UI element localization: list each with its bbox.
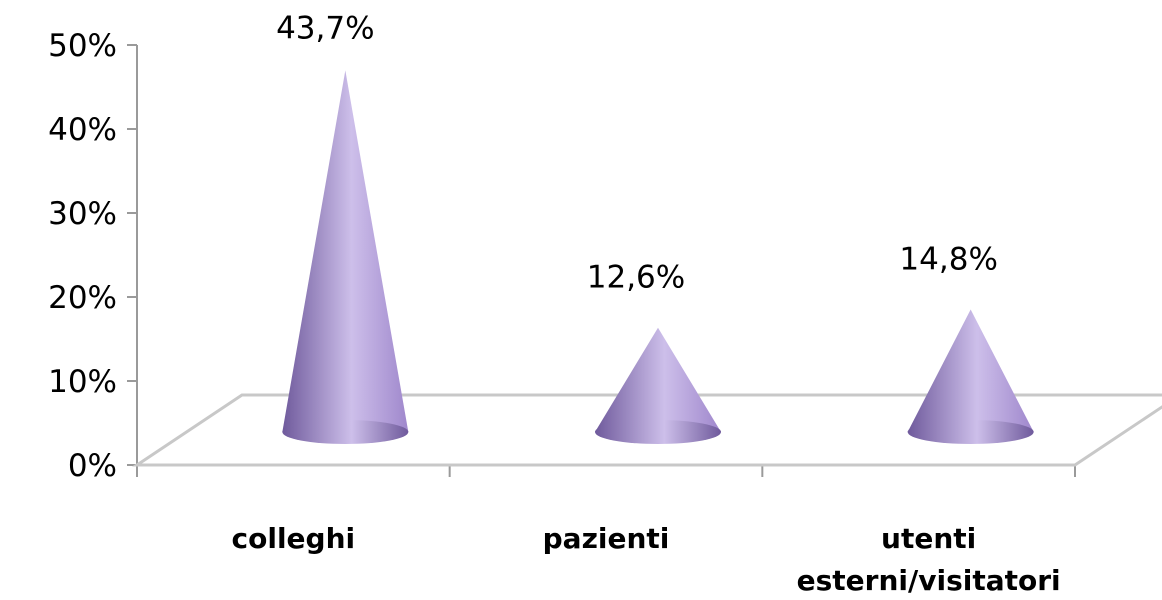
cone-colleghi: [282, 70, 409, 444]
chart-cones: [282, 70, 1034, 444]
cone-body: [282, 70, 409, 432]
chart-axes: 0% 10% 20% 30% 40% 50%: [48, 28, 1076, 484]
cone-pazienti: [595, 327, 721, 444]
data-label: 43,7%: [276, 10, 374, 46]
data-label: 12,6%: [587, 260, 685, 296]
chart-labels: 43,7% 12,6% 14,8% colleghi pazienti utenti est…: [232, 10, 1061, 597]
y-tick-label: 20%: [48, 280, 117, 316]
y-tick-label: 0%: [68, 448, 117, 484]
data-label: 14,8%: [899, 242, 997, 278]
y-tick-label: 40%: [48, 112, 117, 148]
y-tick-label: 10%: [48, 364, 117, 400]
cone-base: [907, 420, 1034, 444]
cone-base: [282, 420, 409, 444]
category-label: esterni/visitatori: [797, 564, 1061, 597]
cone-body: [595, 327, 721, 432]
cone-body: [907, 309, 1034, 432]
category-label: colleghi: [232, 522, 356, 555]
cone-base: [595, 420, 721, 444]
y-tick-label: 30%: [48, 196, 117, 232]
y-tick-label: 50%: [48, 28, 117, 64]
category-label: utenti: [881, 522, 976, 555]
cone-utenti-esterni-visitatori: [907, 309, 1034, 444]
category-label: pazienti: [543, 522, 670, 555]
